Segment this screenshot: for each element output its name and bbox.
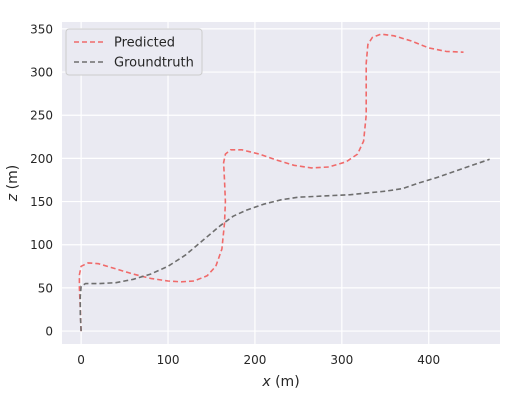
x-tick-label: 300 — [330, 353, 353, 367]
plot-background — [62, 22, 500, 344]
y-tick-label: 100 — [30, 238, 53, 252]
grid — [62, 22, 500, 344]
tick-labels: 0 100 200 300 400 0 50 100 150 200 250 300 350 — [30, 22, 440, 367]
y-axis-label: z (m) — [5, 165, 21, 202]
legend-label-groundtruth: Groundtruth — [114, 56, 194, 71]
y-axis-unit: (m) — [5, 165, 21, 194]
y-tick-label: 0 — [45, 325, 53, 339]
x-tick-label: 400 — [417, 353, 440, 367]
x-axis-variable: x — [261, 374, 271, 390]
legend-box — [65, 28, 203, 76]
y-tick-label: 300 — [30, 66, 53, 80]
legend: Predicted Groundtruth — [65, 28, 203, 76]
y-tick-label: 50 — [38, 281, 53, 295]
y-tick-label: 250 — [30, 109, 53, 123]
y-tick-label: 200 — [30, 152, 53, 166]
x-axis-label: x (m) — [261, 374, 299, 390]
x-tick-label: 100 — [157, 353, 180, 367]
x-axis-unit: (m) — [271, 374, 300, 390]
y-axis-variable: z — [5, 193, 21, 202]
series-line-predicted — [78, 33, 464, 332]
y-tick-label: 350 — [30, 22, 53, 36]
x-tick-label: 200 — [243, 353, 266, 367]
series-layer — [78, 33, 490, 332]
legend-label-predicted: Predicted — [114, 36, 175, 51]
x-tick-label: 0 — [77, 353, 85, 367]
y-tick-label: 150 — [30, 195, 53, 209]
series-line-groundtruth — [79, 158, 490, 332]
